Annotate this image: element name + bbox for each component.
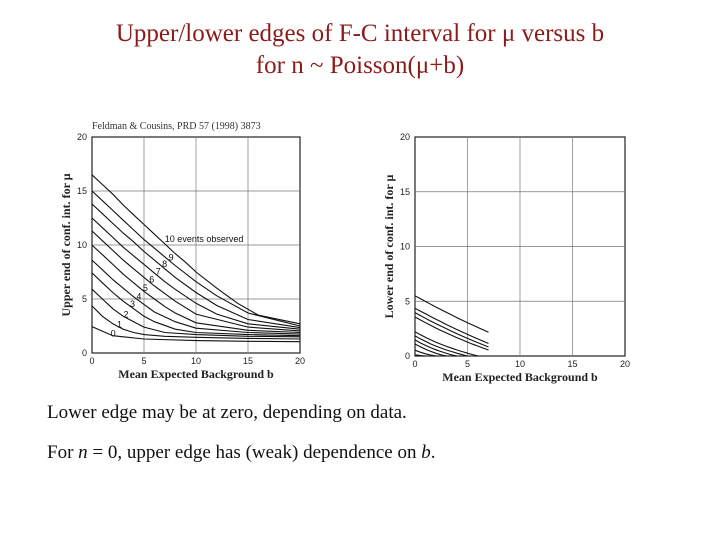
bullet-1: Lower edge may be at zero, depending on … (47, 402, 407, 423)
lower-curve-n1 (414, 354, 426, 357)
upper-xtick-label: 15 (243, 356, 253, 366)
lower-curve-n3 (414, 343, 447, 357)
bullet-2: For n = 0, upper edge has (weak) depende… (47, 442, 435, 464)
upper-ytick-label: 5 (82, 294, 87, 304)
citation: Feldman & Cousins, PRD 57 (1998) 3873 (92, 121, 261, 132)
upper-ytick-label: 15 (77, 186, 87, 196)
lower-curve-n7 (414, 316, 489, 351)
upper-curve-n7 (91, 217, 301, 330)
upper-curve-n0 (91, 326, 301, 343)
lower-curve-n8 (414, 312, 489, 348)
upper-curve-label-n9: 9 (169, 253, 174, 263)
lower-curve-n4 (414, 339, 458, 357)
upper-ylabel: Upper end of conf. int. for μ (59, 173, 73, 316)
lower-ytick-label: 0 (405, 351, 410, 361)
lower-ytick-label: 10 (400, 242, 410, 252)
lower-edge-chart: 0 5 10 15 20 0 5 10 15 20 Mean Expected Background… (382, 132, 630, 384)
bullet-2-var-b: b (421, 442, 431, 463)
upper-curve-label-n4: 4 (136, 292, 141, 302)
upper-curve-n9 (91, 190, 301, 327)
upper-curve-label-n3: 3 (130, 299, 135, 309)
bullet-2-var-n: n (78, 442, 88, 463)
upper-curve-n6 (91, 230, 301, 332)
lower-xlabel: Mean Expected Background b (442, 370, 598, 384)
title-line-1: Upper/lower edges of F-C interval for μ … (115, 20, 605, 47)
upper-ytick-label: 10 (77, 240, 87, 250)
lower-curve-n6 (414, 331, 479, 357)
bullet-2-pre: For (47, 442, 79, 463)
upper-xtick-label: 0 (89, 356, 94, 366)
upper-curve-n4 (91, 259, 301, 335)
lower-ylabel: Lower end of conf. int. for μ (382, 174, 396, 318)
lower-curve-n9 (414, 307, 489, 345)
lower-xtick-label: 5 (465, 359, 470, 369)
upper-xtick-label: 5 (141, 356, 146, 366)
upper-curve-label-n7: 7 (156, 267, 161, 277)
upper-curve-label-n0: 0 (111, 328, 116, 338)
bullet-2-mid: = 0, upper edge has (weak) dependence on (87, 442, 422, 463)
slide-title: Upper/lower edges of F-C interval for μ … (0, 18, 720, 82)
upper-ytick-label: 20 (77, 132, 87, 142)
upper-curve-n8 (91, 203, 301, 329)
upper-annotation: 10 events observed (165, 234, 244, 244)
upper-curve-n5 (91, 244, 301, 334)
upper-curve-n10 (91, 174, 301, 325)
lower-ytick-label: 15 (400, 187, 410, 197)
upper-curve-label-n5: 5 (143, 283, 148, 293)
upper-xtick-label: 10 (191, 356, 201, 366)
lower-ytick-label: 5 (405, 296, 410, 306)
bullet-2-post: . (430, 442, 436, 463)
lower-xtick-label: 15 (567, 359, 577, 369)
upper-curve-n2 (91, 288, 301, 338)
lower-xtick-label: 0 (412, 359, 417, 369)
upper-xlabel: Mean Expected Background b (118, 367, 274, 381)
upper-curve-label-n1: 1 (117, 319, 122, 329)
lower-curve-n10 (414, 295, 489, 333)
upper-curve-n3 (91, 272, 301, 337)
lower-xtick-label: 10 (515, 359, 525, 369)
lower-curve-n2 (414, 349, 437, 357)
upper-xtick-label: 20 (295, 356, 305, 366)
upper-curve-label-n2: 2 (123, 309, 128, 319)
lower-curve-n5 (414, 335, 468, 357)
upper-curve-n1 (91, 305, 301, 340)
title-line-2: for n ~ Poisson(μ+b) (255, 52, 465, 79)
upper-curve-label-n6: 6 (149, 274, 154, 284)
lower-xtick-label: 20 (620, 359, 630, 369)
lower-ytick-label: 20 (400, 132, 410, 142)
upper-ytick-label: 0 (82, 348, 87, 358)
upper-curve-label-n8: 8 (162, 259, 167, 269)
